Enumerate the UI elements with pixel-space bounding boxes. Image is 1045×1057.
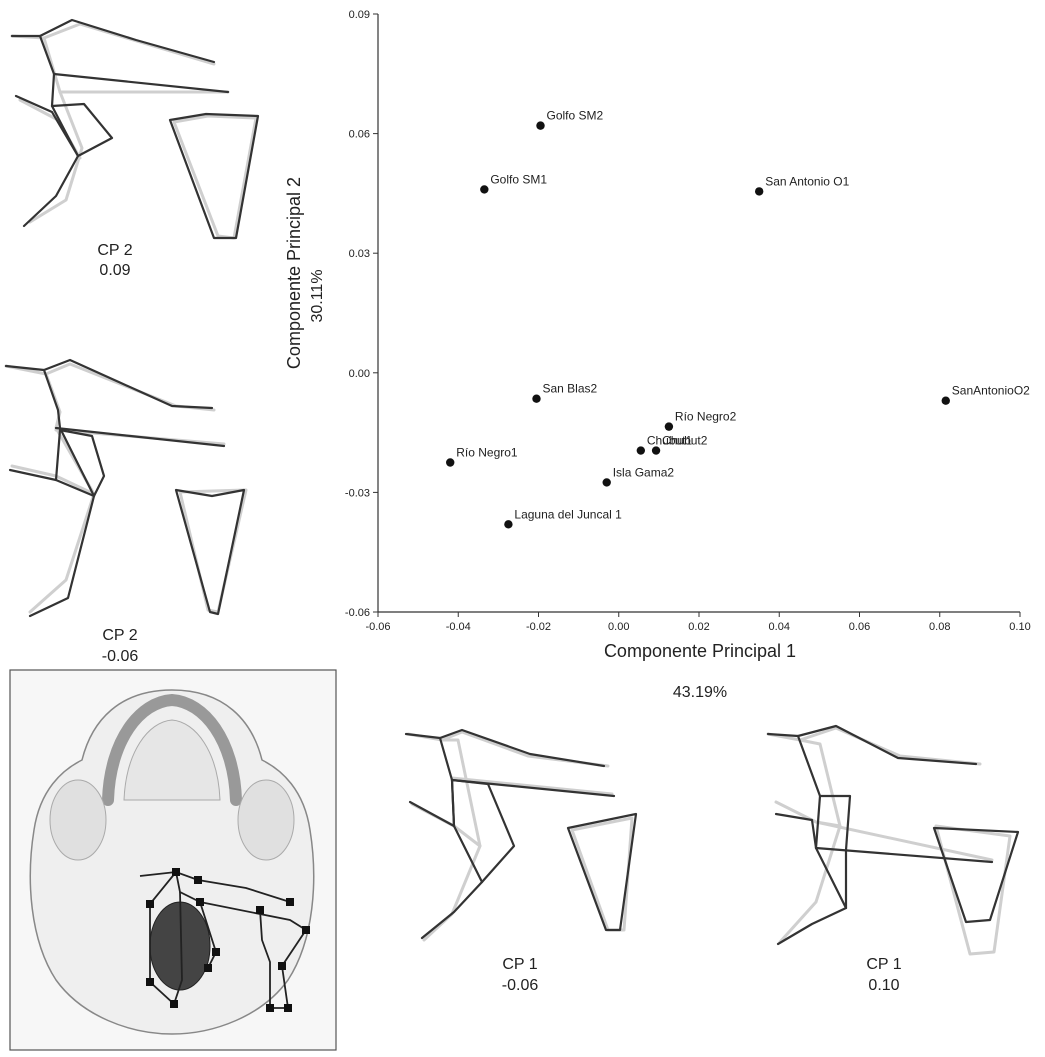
data-point-label: San Antonio O1 [765, 174, 849, 188]
data-point[interactable] [941, 396, 950, 405]
x-tick-label: -0.02 [526, 621, 551, 633]
data-point[interactable] [651, 446, 661, 455]
data-point[interactable] [636, 446, 646, 455]
x-variance-label: 43.19% [673, 684, 727, 701]
pca-scatter-plot: -0.06 -0.04 -0.02 0.00 0.02 0.04 0.06 0.08 0.10 … [284, 9, 1031, 701]
panel-title: CP 1 [866, 956, 901, 973]
wire-shape[interactable] [766, 724, 1020, 946]
data-point[interactable] [602, 478, 611, 487]
data-point[interactable] [536, 121, 545, 130]
skull-outline [29, 689, 315, 1035]
y-tick-label: -0.06 [345, 607, 370, 619]
y-tick-label: 0.09 [349, 9, 370, 21]
data-point[interactable] [446, 458, 455, 467]
x-tick-label: 0.08 [929, 621, 950, 633]
ghost-shape [10, 22, 258, 240]
y-tick-label: 0.06 [349, 129, 370, 141]
panel-title: CP 2 [102, 627, 137, 644]
shape-panel-cp1-neg: CP 1 -0.06 [404, 728, 638, 994]
x-ticks: -0.06 -0.04 -0.02 0.00 0.02 0.04 0.06 0.08 0.10 [365, 612, 1031, 633]
data-point[interactable] [480, 185, 489, 194]
panel-title: CP 2 [97, 242, 132, 259]
palate [123, 719, 221, 801]
y-tick-label: 0.03 [349, 248, 370, 260]
data-point-label: Chubut1 [647, 434, 693, 448]
data-point-label: San Blas2 [542, 382, 597, 396]
panel-title: CP 1 [502, 956, 537, 973]
wire-shape[interactable] [4, 358, 246, 618]
y-axis-title: Componente Principal 2 [284, 177, 304, 369]
zygomatic-left [49, 779, 107, 861]
data-point-label: Río Negro1 [456, 446, 518, 460]
skull-illustration [9, 669, 337, 1051]
x-tick-label: 0.04 [769, 621, 790, 633]
x-tick-label: 0.02 [688, 621, 709, 633]
data-points: Golfo SM2 Golfo SM1 San Antonio O1 San Blas… [446, 109, 1030, 529]
data-point-label: Isla Gama2 [613, 465, 675, 479]
x-tick-label: -0.04 [446, 621, 471, 633]
y-tick-label: 0.00 [349, 368, 370, 380]
data-point-label: Río Negro2 [675, 410, 737, 424]
panel-value: -0.06 [102, 648, 139, 665]
y-ticks: 0.09 0.06 0.03 0.00 -0.03 -0.06 [345, 9, 378, 619]
data-point-label: SanAntonioO2 [952, 384, 1030, 398]
panel-value: 0.10 [868, 977, 899, 994]
data-point-label: Golfo SM2 [547, 109, 604, 123]
x-tick-label: 0.10 [1009, 621, 1030, 633]
shape-panel-cp2-pos: CP 2 0.09 [10, 18, 260, 279]
zygomatic-right [237, 779, 295, 861]
data-point-label: Golfo SM1 [490, 172, 547, 186]
wire-shape[interactable] [404, 728, 638, 940]
shape-panel-cp1-pos: CP 1 0.10 [766, 724, 1020, 994]
x-tick-label: 0.00 [608, 621, 629, 633]
x-tick-label: -0.06 [365, 621, 390, 633]
data-point[interactable] [504, 520, 513, 529]
dental-arch [102, 693, 242, 806]
ghost-shape [766, 726, 1012, 956]
x-tick-label: 0.06 [849, 621, 870, 633]
y-tick-label: -0.03 [345, 487, 370, 499]
ghost-shape [4, 362, 248, 614]
data-point[interactable] [664, 422, 674, 431]
panel-value: -0.06 [502, 977, 539, 994]
x-axis-title: Componente Principal 1 [604, 641, 796, 661]
panel-value: 0.09 [99, 262, 130, 279]
shape-panel-cp2-neg: CP 2 -0.06 [4, 358, 248, 665]
wire-shape[interactable] [10, 18, 260, 240]
ghost-shape [406, 730, 634, 942]
landmark-points [146, 868, 310, 1012]
data-point-label: Laguna del Juncal 1 [514, 507, 622, 521]
data-point-label: Chubut2 [662, 434, 708, 448]
data-point[interactable] [532, 394, 541, 403]
data-point[interactable] [754, 187, 764, 196]
y-variance-label: 30.11% [309, 269, 326, 322]
